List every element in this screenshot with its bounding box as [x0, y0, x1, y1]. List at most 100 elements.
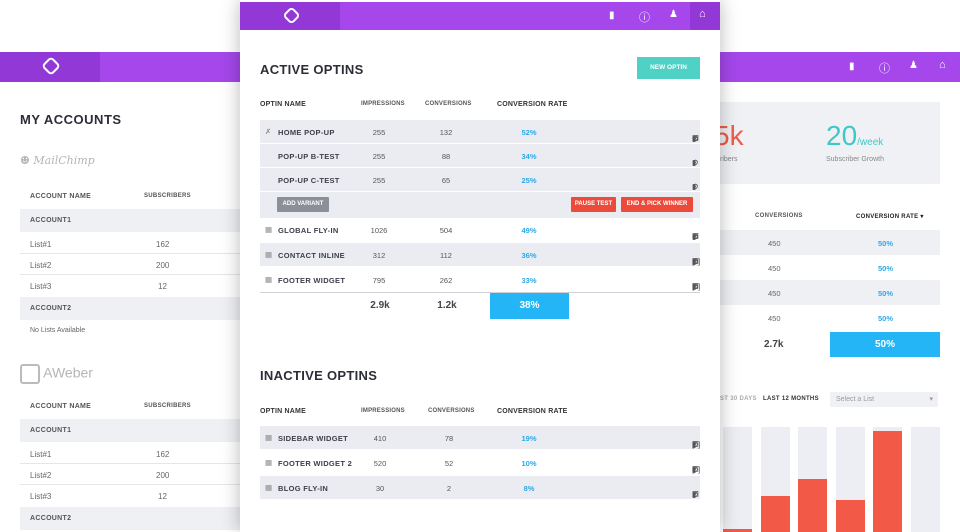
totals-divider — [260, 292, 700, 293]
aweber-logo: AWeber — [20, 364, 93, 384]
bar-chart-icon[interactable]: ▮ — [609, 10, 615, 21]
range-12-months[interactable]: LAST 12 MONTHS — [763, 396, 819, 402]
check-icon[interactable]: ✓ — [692, 465, 703, 474]
embed-icon[interactable]: [] — [692, 440, 705, 449]
logo[interactable] — [240, 2, 340, 30]
end-pick-winner-button[interactable]: END & PICK WINNER — [621, 197, 693, 212]
optin-name[interactable]: FOOTER WIDGET 2 — [278, 459, 353, 468]
home-tab[interactable]: ⌂ — [690, 2, 720, 30]
trash-icon[interactable]: ▮ — [692, 232, 701, 241]
optin-row[interactable]: POP-UP C-TEST 255 65 25% ▮ ⚙ — [260, 168, 700, 191]
impressions: 520 — [373, 459, 387, 468]
embed-icon[interactable]: [] — [692, 282, 705, 291]
optin-name[interactable]: HOME POP-UP — [278, 128, 335, 137]
table-row[interactable]: 450 50% — [720, 280, 940, 305]
table-row[interactable]: 450 50% — [720, 255, 940, 280]
share-icon[interactable]: ⊲ — [692, 282, 703, 291]
account-row[interactable]: ACCOUNT1 — [20, 209, 240, 232]
table-row[interactable]: 450 50% — [720, 305, 940, 330]
optin-name[interactable]: FOOTER WIDGET — [278, 276, 346, 285]
optin-row[interactable]: ▦ FOOTER WIDGET 795 262 33%[] ⊲ ⊘ ❐ ▮ ⚙ — [260, 268, 700, 291]
optin-row[interactable]: ▦ GLOBAL FLY-IN 1026 504 49% ⊲ ⊘ ❐ ▮ ⚙ — [260, 218, 700, 241]
info-icon[interactable]: ⓘ — [879, 63, 890, 75]
optin-row[interactable]: ▦ CONTACT INLINE 312 112 36%[] ⊲ ⊘ ❐ ▮ ⚙ — [260, 243, 700, 266]
copy-icon[interactable]: ❐ — [692, 282, 703, 291]
copy-icon[interactable]: ❐ — [692, 257, 703, 266]
optin-name[interactable]: SIDEBAR WIDGET — [278, 434, 349, 443]
copy-icon[interactable]: ❐ — [692, 465, 703, 474]
account-name: ACCOUNT1 — [30, 217, 72, 224]
check-icon[interactable]: ✓ — [692, 490, 703, 499]
gear-icon[interactable]: ⚙ — [692, 158, 703, 167]
optin-row[interactable]: ✗ HOME POP-UP 255 132 52% ⊲ ⊘ ❐ ▮ ⚙ — [260, 120, 700, 143]
pause-test-button[interactable]: PAUSE TEST — [571, 197, 616, 212]
block-icon[interactable]: ⊘ — [692, 257, 703, 266]
stat-label: ribers — [720, 156, 738, 163]
optin-name[interactable]: GLOBAL FLY-IN — [278, 226, 339, 235]
gear-icon[interactable]: ⚙ — [692, 440, 703, 449]
gear-icon[interactable]: ⚙ — [692, 282, 703, 291]
block-icon[interactable]: ⊘ — [692, 232, 703, 241]
copy-icon[interactable]: ❐ — [692, 490, 703, 499]
col-conversions: CONVERSIONS — [425, 101, 472, 107]
mailchimp-icon: ☻ — [20, 154, 30, 167]
trash-icon[interactable]: ▮ — [692, 182, 701, 191]
conversions: 450 — [768, 239, 781, 248]
col-conversion-rate[interactable]: CONVERSION RATE ▾ — [856, 213, 924, 220]
impressions: 312 — [372, 251, 386, 260]
optin-name[interactable]: POP-UP C-TEST — [278, 176, 340, 185]
embed-icon[interactable]: [] — [692, 465, 705, 474]
copy-icon[interactable]: ❐ — [692, 232, 703, 241]
users-icon[interactable]: ♟ — [909, 60, 918, 71]
chart-bar — [760, 496, 790, 532]
trash-icon[interactable]: ▮ — [692, 490, 701, 499]
gear-icon[interactable]: ⚙ — [692, 465, 703, 474]
trash-icon[interactable]: ▮ — [692, 134, 701, 143]
add-variant-button[interactable]: ADD VARIANT — [277, 197, 329, 212]
optin-name[interactable]: CONTACT INLINE — [278, 251, 345, 260]
embed-icon[interactable]: [] — [692, 257, 705, 266]
account-row[interactable]: ACCOUNT1 — [20, 419, 240, 442]
logo[interactable] — [0, 52, 100, 82]
trash-icon[interactable]: ▮ — [692, 465, 701, 474]
account-row[interactable]: ACCOUNT2 — [20, 507, 240, 530]
block-icon[interactable]: ⊘ — [692, 134, 703, 143]
block-icon[interactable]: ⊘ — [692, 282, 703, 291]
optin-row[interactable]: ▦ SIDEBAR WIDGET 410 78 19%[] ✓ ❐ ▮ ⚙ — [260, 426, 700, 449]
trash-icon[interactable]: ▮ — [692, 158, 701, 167]
gear-icon[interactable]: ⚙ — [692, 232, 703, 241]
trash-icon[interactable]: ▮ — [692, 440, 701, 449]
info-icon[interactable]: ⓘ — [639, 12, 650, 24]
gear-icon[interactable]: ⚙ — [692, 182, 703, 191]
optin-row[interactable]: ▦ BLOG FLY-IN 30 2 8% ✓ ❐ ▮ ⚙ — [260, 476, 700, 499]
optin-row[interactable]: ▦ FOOTER WIDGET 2 520 52 10%[] ✓ ❐ ▮ ⚙ — [260, 451, 700, 474]
copy-icon[interactable]: ❐ — [692, 440, 703, 449]
home-icon[interactable]: ⌂ — [939, 59, 946, 71]
logo-icon — [282, 6, 301, 25]
share-icon[interactable]: ⊲ — [692, 257, 703, 266]
account-row[interactable]: ACCOUNT2 — [20, 297, 240, 320]
copy-icon[interactable]: ❐ — [692, 134, 703, 143]
table-row[interactable]: 450 50% — [720, 230, 940, 255]
check-icon[interactable]: ✓ — [692, 440, 703, 449]
list-select[interactable]: Select a List ▾ — [830, 392, 938, 407]
conversion-rate: 50% — [878, 264, 894, 273]
conversions: 65 — [441, 176, 451, 185]
optin-name[interactable]: BLOG FLY-IN — [278, 484, 329, 493]
optin-row[interactable]: POP-UP B-TEST 255 88 34% ▮ ⚙ — [260, 144, 700, 167]
trash-icon[interactable]: ▮ — [692, 282, 701, 291]
trash-icon[interactable]: ▮ — [692, 257, 701, 266]
share-red-icon[interactable]: ⊲ — [692, 134, 703, 143]
list-item: List#3 — [30, 492, 52, 501]
gear-icon[interactable]: ⚙ — [692, 257, 703, 266]
optin-name[interactable]: POP-UP B-TEST — [278, 152, 340, 161]
range-30-days[interactable]: ST 30 DAYS — [720, 396, 757, 402]
bar-chart-icon[interactable]: ▮ — [849, 61, 855, 72]
gear-icon[interactable]: ⚙ — [692, 490, 703, 499]
gear-icon[interactable]: ⚙ — [692, 134, 703, 143]
share-icon[interactable]: ⊲ — [692, 232, 703, 241]
new-optin-button[interactable]: NEW OPTIN — [637, 57, 700, 79]
conversion-rate: 25% — [521, 176, 537, 185]
users-icon[interactable]: ♟ — [669, 9, 678, 20]
stats-panel: 5k ribers 20/week Subscriber Growth — [714, 102, 940, 184]
